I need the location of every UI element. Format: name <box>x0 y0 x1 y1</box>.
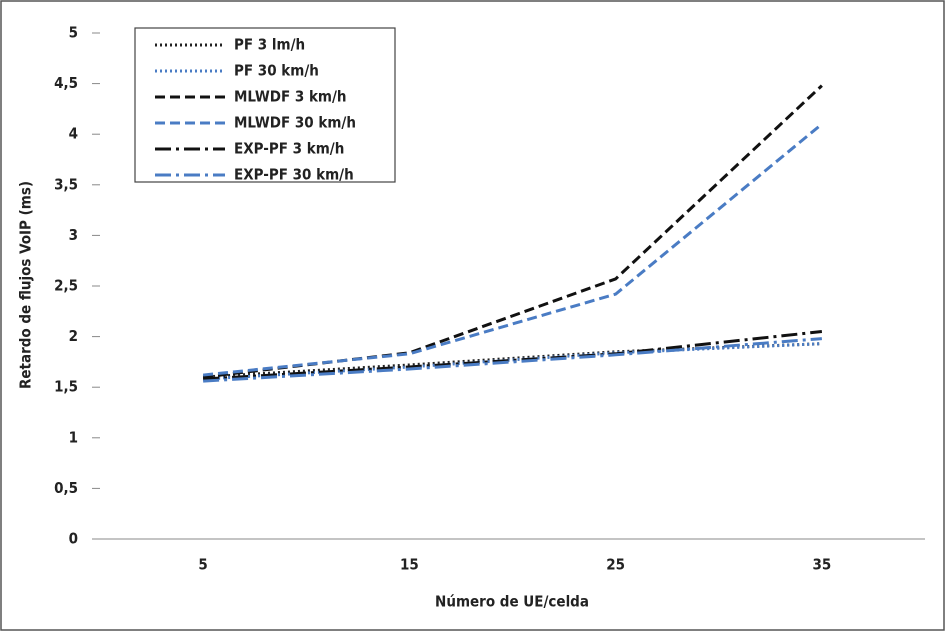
legend-label: EXP-PF 30 km/h <box>234 166 354 184</box>
legend-label: MLWDF 30 km/h <box>234 114 356 132</box>
series-line <box>202 84 823 379</box>
x-tick-label: 35 <box>812 556 831 574</box>
y-tick-label: 1 <box>69 428 78 446</box>
y-tick-label: 2 <box>69 327 78 345</box>
y-tick-label: 0 <box>69 530 78 548</box>
y-tick-label: 5 <box>69 24 78 42</box>
y-axis-label: Retardo de flujos VoIP (ms) <box>17 181 35 389</box>
legend-label: EXP-PF 3 km/h <box>234 140 344 158</box>
x-tick-label: 25 <box>606 556 625 574</box>
x-tick-label: 5 <box>198 556 207 574</box>
y-tick-label: 4,5 <box>54 74 78 92</box>
x-axis-label: Número de UE/celda <box>435 593 589 611</box>
y-tick-label: 3,5 <box>54 175 78 193</box>
y-tick-label: 1,5 <box>54 378 78 396</box>
legend-label: MLWDF 3 km/h <box>234 88 347 106</box>
y-tick-label: 2,5 <box>54 277 78 295</box>
x-tick-label: 15 <box>400 556 419 574</box>
y-tick-label: 4 <box>69 125 78 143</box>
series-line <box>202 122 823 377</box>
series-line <box>203 337 822 383</box>
y-tick-label: 3 <box>69 226 78 244</box>
series-line <box>203 342 822 381</box>
y-tick-label: 0,5 <box>54 479 78 497</box>
legend-label: PF 3 lm/h <box>234 36 305 54</box>
legend <box>134 27 396 183</box>
legend-label: PF 30 km/h <box>234 62 319 80</box>
